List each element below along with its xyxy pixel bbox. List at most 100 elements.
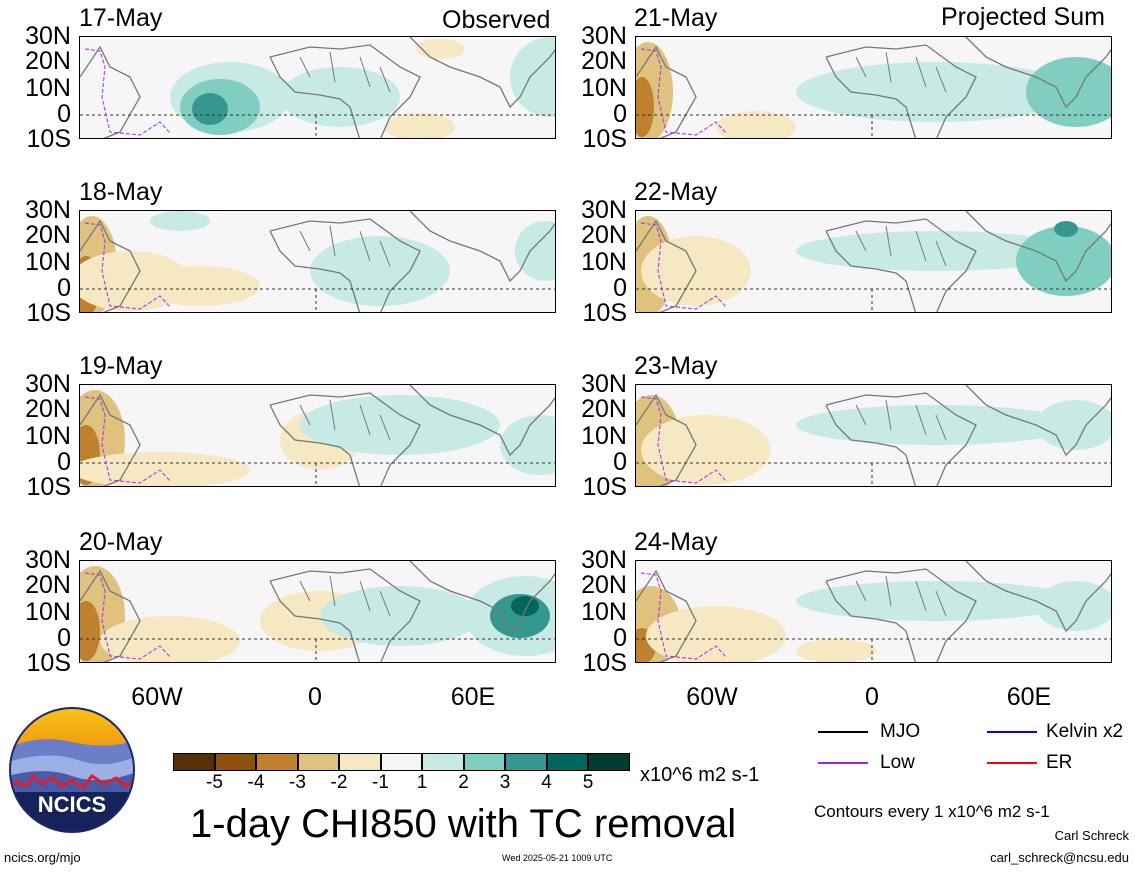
lat-label: 30N xyxy=(25,370,71,398)
lat-label: 10S xyxy=(26,299,71,327)
colorbar-swatch xyxy=(422,753,464,771)
lat-label: 20N xyxy=(25,395,71,423)
lat-label: 10N xyxy=(25,422,71,450)
lat-label: 10N xyxy=(581,74,627,102)
panel-date-label: 22-May xyxy=(634,178,718,206)
colorbar-swatch xyxy=(463,753,505,771)
lat-label: 30N xyxy=(581,22,627,50)
observed-label: Observed xyxy=(442,6,551,34)
logo-text: NCICS xyxy=(38,792,106,817)
lat-label: 10N xyxy=(581,248,627,276)
lat-label: 10N xyxy=(581,422,627,450)
lat-label: 0 xyxy=(613,448,627,476)
colorbar-tick-label: 3 xyxy=(499,772,511,793)
lat-label: 0 xyxy=(613,274,627,302)
colorbar-tick-label: -3 xyxy=(289,772,306,793)
anomaly-map xyxy=(635,384,1112,487)
contours-note: Contours every 1 x10^6 m2 s-1 xyxy=(814,802,1050,821)
legend-er: ER xyxy=(1046,752,1073,773)
panel-date-label: 20-May xyxy=(79,528,163,556)
anomaly-map xyxy=(79,560,556,663)
lat-label: 10N xyxy=(25,74,71,102)
main-title: 1-day CHI850 with TC removal xyxy=(190,802,737,846)
lat-label: 30N xyxy=(25,22,71,50)
projected-sum-label: Projected Sum xyxy=(941,3,1105,31)
lat-label: 20N xyxy=(25,221,71,249)
lat-label: 10S xyxy=(582,473,627,501)
lat-label: 0 xyxy=(57,274,71,302)
source-url: ncics.org/mjo xyxy=(4,850,81,865)
er-line xyxy=(987,762,1037,764)
lon-label: 60W xyxy=(686,683,738,711)
lat-label: 0 xyxy=(613,624,627,652)
lat-label: 20N xyxy=(581,395,627,423)
lat-label: 0 xyxy=(57,100,71,128)
lat-label: 20N xyxy=(25,47,71,75)
colorbar-swatch xyxy=(588,753,630,771)
colorbar-tick-label: 1 xyxy=(416,772,428,793)
mjo-line xyxy=(818,731,868,733)
lon-label: 60E xyxy=(1006,683,1052,711)
panel-date-label: 23-May xyxy=(634,352,718,380)
lat-label: 30N xyxy=(581,196,627,224)
colorbar-tick-label: -4 xyxy=(247,772,265,793)
panel-date-label: 18-May xyxy=(79,178,163,206)
lat-label: 30N xyxy=(581,370,627,398)
anomaly-map xyxy=(635,210,1112,313)
lat-label: 10N xyxy=(25,248,71,276)
email: carl_schreck@ncsu.edu xyxy=(990,850,1129,865)
panel-date-label: 19-May xyxy=(79,352,163,380)
colorbar-swatch xyxy=(339,753,381,771)
timestamp: Wed 2025-05-21 1009 UTC xyxy=(502,853,613,863)
lat-label: 10S xyxy=(582,649,627,677)
lat-label: 0 xyxy=(57,624,71,652)
lat-label: 0 xyxy=(613,100,627,128)
lon-label: 60W xyxy=(131,683,183,711)
anomaly-map xyxy=(79,36,556,139)
lat-label: 30N xyxy=(581,546,627,574)
lon-label: 0 xyxy=(308,683,322,711)
colorbar-units: x10^6 m2 s-1 xyxy=(640,764,760,786)
lat-label: 20N xyxy=(581,571,627,599)
lon-label: 0 xyxy=(865,683,879,711)
lat-label: 10N xyxy=(25,598,71,626)
colorbar-tick-label: -2 xyxy=(330,772,348,793)
panel-date-label: 21-May xyxy=(634,4,718,32)
lat-label: 30N xyxy=(25,546,71,574)
colorbar-tick-label: 4 xyxy=(541,772,552,793)
colorbar-tick-label: -5 xyxy=(206,772,223,793)
lat-label: 10S xyxy=(26,473,71,501)
colorbar-swatch xyxy=(505,753,547,771)
lat-label: 10S xyxy=(26,649,71,677)
lat-label: 20N xyxy=(25,571,71,599)
lat-label: 10N xyxy=(581,598,627,626)
colorbar-swatch xyxy=(173,753,215,771)
author: Carl Schreck xyxy=(1054,828,1129,843)
low-line xyxy=(818,762,868,764)
colorbar-swatch xyxy=(297,753,339,771)
lat-label: 0 xyxy=(57,448,71,476)
lat-label: 10S xyxy=(582,299,627,327)
colorbar-swatch xyxy=(256,753,298,771)
panel-date-label: 24-May xyxy=(634,528,718,556)
lat-label: 10S xyxy=(582,125,627,153)
colorbar-swatch xyxy=(214,753,256,771)
legend-low: Low xyxy=(880,752,915,773)
colorbar-swatch xyxy=(380,753,422,771)
anomaly-map xyxy=(79,384,556,487)
colorbar-tick-label: -1 xyxy=(372,772,389,793)
colorbar-tick-label: 2 xyxy=(458,772,469,793)
lat-label: 10S xyxy=(26,125,71,153)
ncics-logo: NCICS xyxy=(8,706,136,834)
kelvin-line xyxy=(987,731,1037,733)
lat-label: 30N xyxy=(25,196,71,224)
lat-label: 20N xyxy=(581,47,627,75)
colorbar-tick-label: 5 xyxy=(582,772,594,793)
colorbar-swatch xyxy=(546,753,588,771)
panel-date-label: 17-May xyxy=(79,4,163,32)
lon-label: 60E xyxy=(450,683,496,711)
lat-label: 20N xyxy=(581,221,627,249)
anomaly-map xyxy=(635,560,1112,663)
legend-kelvin: Kelvin x2 xyxy=(1046,721,1124,742)
legend-mjo: MJO xyxy=(880,721,921,742)
